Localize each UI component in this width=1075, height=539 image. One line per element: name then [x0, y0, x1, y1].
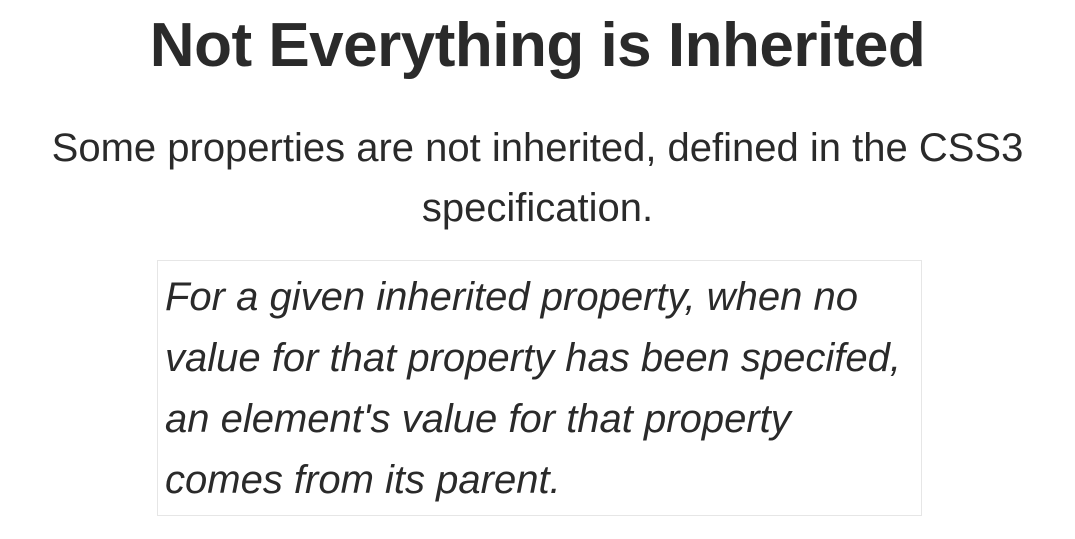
slide-subtitle: Some properties are not inherited, defin… [51, 126, 1024, 230]
spec-quote: For a given inherited property, when no … [157, 260, 922, 516]
slide-title: Not Everything is Inherited [149, 11, 926, 80]
